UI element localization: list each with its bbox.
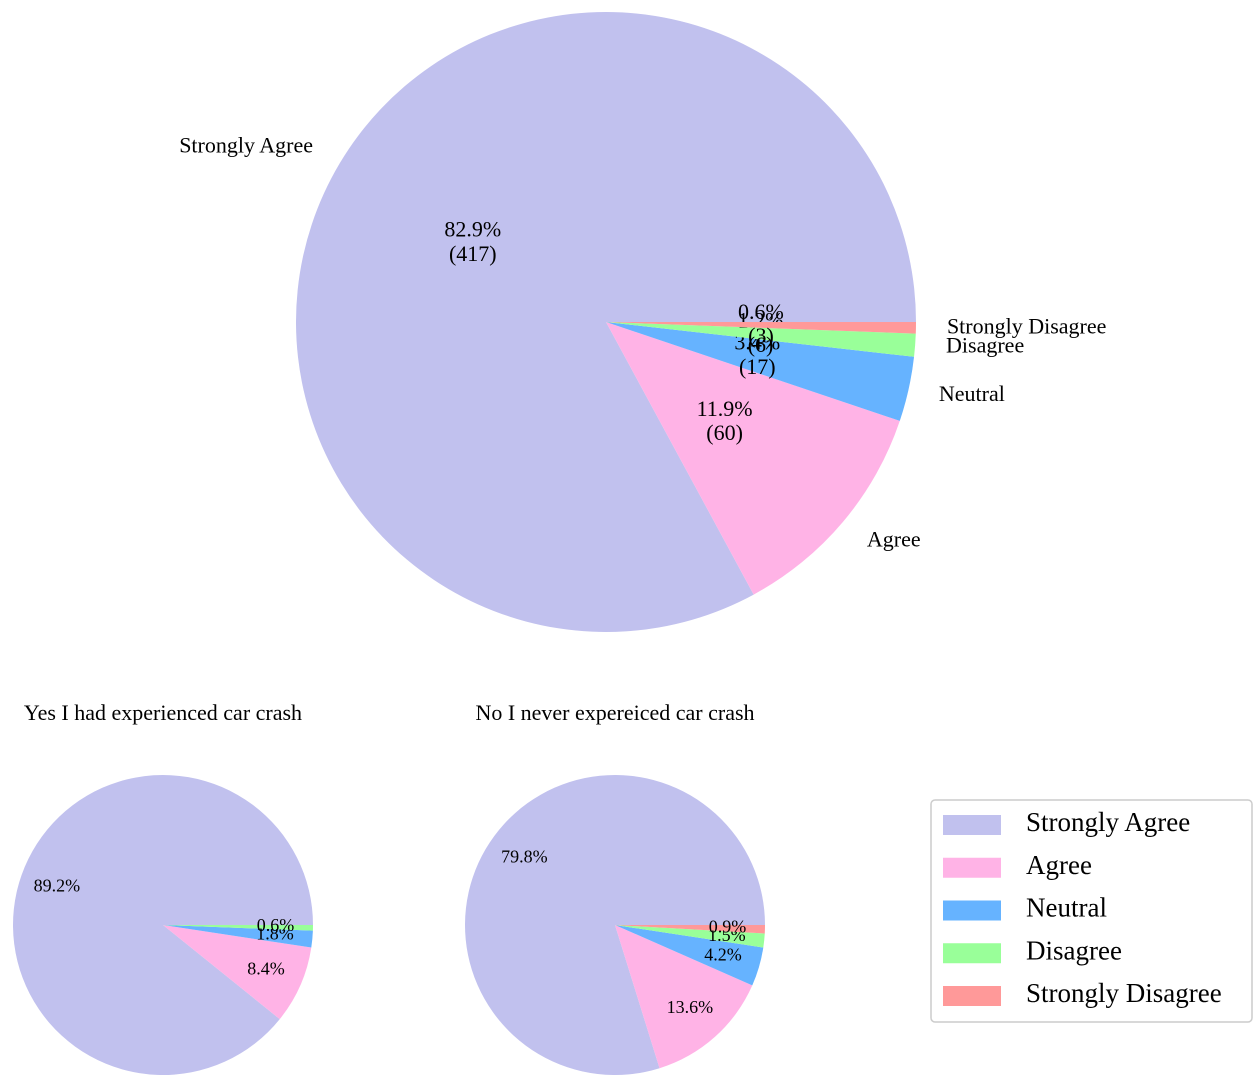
pie-title: No I never expereiced car crash — [475, 700, 754, 725]
slice-value-label: 82.9% (417) — [444, 217, 501, 266]
pie-slice — [606, 322, 915, 421]
slice-category-label: Agree — [867, 527, 921, 552]
pie-title: Yes I had experienced car crash — [24, 700, 302, 725]
pie-slice — [163, 925, 312, 1020]
legend-label: Neutral — [1026, 893, 1107, 923]
slice-category-label: Disagree — [946, 333, 1024, 358]
slice-value-label: 79.8% — [501, 846, 548, 866]
slice-value-label: 4.2% — [704, 945, 742, 965]
legend-swatch — [943, 857, 1001, 878]
slice-value-label: 0.6% — [257, 915, 295, 935]
slice-value-label: 0.6% (3) — [738, 299, 784, 348]
slice-value-label: 13.6% — [667, 997, 714, 1017]
pie-slice — [163, 925, 313, 948]
slice-category-label: Strongly Agree — [179, 133, 313, 158]
pie-slice — [615, 925, 765, 948]
slice-value-label: 0.9% — [709, 916, 747, 936]
legend-label: Strongly Disagree — [1026, 978, 1222, 1008]
pie-slice — [606, 322, 916, 357]
pie-slice — [606, 322, 916, 334]
slice-value-label: 11.9% (60) — [697, 396, 753, 445]
legend-swatch — [943, 815, 1001, 835]
legend-label: Agree — [1026, 850, 1092, 880]
legend-swatch — [943, 900, 1001, 921]
pie-slice — [615, 925, 764, 986]
slice-value-label: 89.2% — [34, 876, 81, 896]
pie-slice — [606, 322, 900, 595]
legend-box — [930, 799, 1253, 1023]
pie-slice — [615, 925, 765, 934]
slice-category-label: Neutral — [939, 381, 1005, 406]
slice-value-label: 8.4% — [247, 958, 285, 978]
pie-slice — [615, 925, 753, 1069]
pie-slice — [163, 925, 313, 931]
pie-slice — [296, 12, 917, 633]
legend-swatch — [943, 986, 1001, 1006]
slice-value-label: 3.4% (17) — [734, 330, 780, 379]
legend-label: Strongly Agree — [1026, 807, 1190, 837]
legend-label: Disagree — [1026, 935, 1122, 965]
slice-category-label: Strongly Disagree — [947, 313, 1106, 338]
slice-value-label: 1.2% (6) — [738, 308, 784, 357]
legend-swatch — [943, 943, 1001, 964]
